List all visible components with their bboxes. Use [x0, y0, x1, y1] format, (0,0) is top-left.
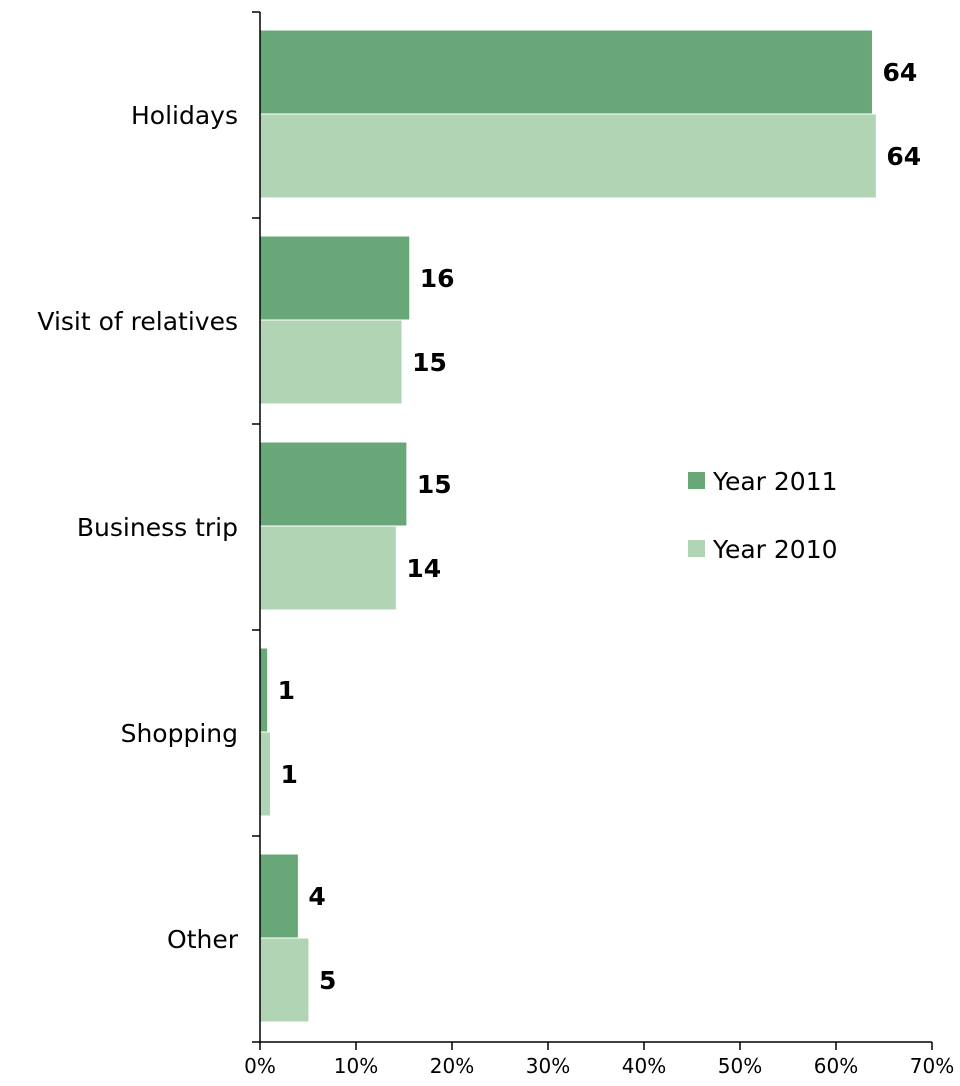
x-tick-label: 20% — [430, 1054, 474, 1078]
bar-business-trip-series-1 — [259, 441, 408, 527]
data-label-business-trip-series-1: 15 — [417, 470, 452, 499]
bar-business-trip-series-2 — [259, 525, 397, 611]
bar-visit-of-relatives-series-2 — [259, 319, 403, 405]
x-tick-label: 50% — [718, 1054, 762, 1078]
bar-other-series-2 — [259, 937, 310, 1023]
data-label-holidays-series-2: 64 — [886, 142, 921, 171]
category-label: Shopping — [121, 719, 238, 748]
category-label: Visit of relatives — [37, 307, 238, 336]
x-tick-label: 60% — [814, 1054, 858, 1078]
x-tick-label: 70% — [910, 1054, 954, 1078]
data-label-other-series-1: 4 — [308, 882, 325, 911]
legend: Year 2011 Year 2010 — [688, 467, 838, 564]
legend-label: Year 2011 — [712, 467, 838, 496]
x-tick-label: 0% — [244, 1054, 276, 1078]
data-label-visit-of-relatives-series-1: 16 — [420, 264, 455, 293]
data-label-other-series-2: 5 — [319, 966, 336, 995]
category-label: Holidays — [131, 101, 238, 130]
bar-visit-of-relatives-series-1 — [259, 235, 411, 321]
legend-swatch — [688, 472, 705, 489]
x-tick-label: 40% — [622, 1054, 666, 1078]
bars-group — [259, 29, 877, 1023]
bar-shopping-series-2 — [259, 731, 272, 817]
y-ticks-group — [252, 11, 260, 1043]
bar-holidays-series-2 — [259, 113, 877, 199]
x-tick-label: 30% — [526, 1054, 570, 1078]
data-label-shopping-series-2: 1 — [281, 760, 298, 789]
category-labels-group: Holidays Visit of relatives Business trip S… — [37, 101, 238, 954]
axes-group — [259, 12, 932, 1043]
legend-swatch — [688, 540, 705, 557]
bar-other-series-1 — [259, 853, 299, 939]
category-label: Other — [167, 925, 239, 954]
x-ticks-group: 0% 10% 20% 30% 40% 50% 60% 70% — [244, 1042, 954, 1078]
category-label: Business trip — [77, 513, 238, 542]
legend-label: Year 2010 — [712, 535, 838, 564]
data-label-visit-of-relatives-series-2: 15 — [412, 348, 447, 377]
x-tick-label: 10% — [334, 1054, 378, 1078]
data-label-shopping-series-1: 1 — [278, 676, 295, 705]
data-label-holidays-series-1: 64 — [882, 58, 917, 87]
data-label-business-trip-series-2: 14 — [406, 554, 441, 583]
bar-holidays-series-1 — [259, 29, 873, 115]
bar-shopping-series-1 — [259, 647, 269, 733]
